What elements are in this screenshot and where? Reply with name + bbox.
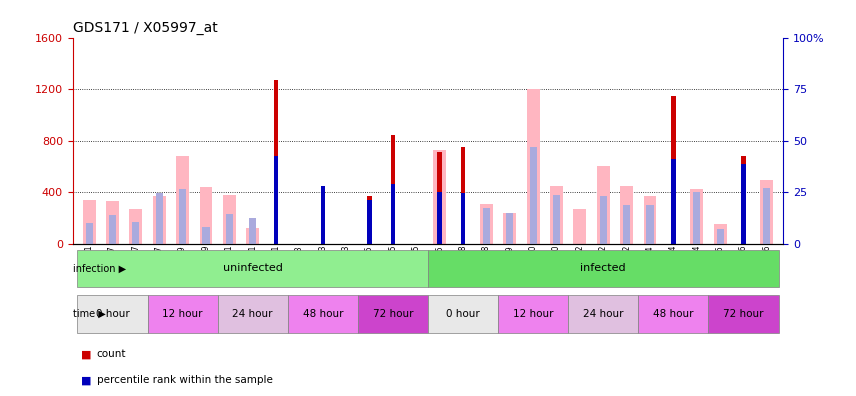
Bar (176, 156, 189, 244)
Bar (390, 184, 395, 244)
Text: ■: ■ (81, 375, 92, 385)
Bar (428, 295, 498, 333)
Bar (526, 89, 539, 244)
Bar (86, 223, 92, 244)
Bar (461, 193, 466, 244)
Bar (83, 200, 96, 244)
Text: ■: ■ (81, 349, 92, 360)
Bar (716, 229, 723, 244)
Text: infected: infected (580, 263, 626, 273)
Bar (639, 295, 709, 333)
Bar (498, 295, 568, 333)
Bar (597, 166, 609, 244)
Text: 0 hour: 0 hour (446, 309, 480, 319)
Bar (129, 209, 142, 244)
Bar (600, 196, 607, 244)
Text: time ▶: time ▶ (74, 309, 106, 319)
Bar (367, 200, 372, 244)
Bar (217, 295, 288, 333)
Bar (623, 205, 630, 244)
Bar (461, 147, 466, 244)
Text: 12 hour: 12 hour (513, 309, 554, 319)
Bar (671, 95, 675, 244)
Bar (646, 205, 654, 244)
Bar (760, 181, 773, 244)
Bar (553, 194, 560, 244)
Bar (644, 196, 657, 244)
Bar (693, 192, 700, 244)
Bar (109, 215, 116, 244)
Text: 12 hour: 12 hour (163, 309, 203, 319)
Bar (153, 196, 166, 244)
Bar (179, 189, 186, 244)
Bar (147, 295, 217, 333)
Bar (568, 295, 639, 333)
Bar (226, 214, 233, 244)
Text: count: count (97, 349, 126, 360)
Bar (390, 135, 395, 244)
Text: 48 hour: 48 hour (653, 309, 693, 319)
Text: GDS171 / X05997_at: GDS171 / X05997_at (73, 21, 217, 35)
Bar (709, 295, 779, 333)
Bar (574, 209, 586, 244)
Bar (249, 218, 256, 244)
Bar (671, 158, 675, 244)
Text: 48 hour: 48 hour (302, 309, 343, 319)
Bar (77, 249, 428, 287)
Bar (358, 295, 428, 333)
Bar (106, 201, 119, 244)
Text: percentile rank within the sample: percentile rank within the sample (97, 375, 272, 385)
Bar (741, 156, 746, 244)
Bar (274, 80, 278, 244)
Bar (437, 152, 442, 244)
Text: 24 hour: 24 hour (233, 309, 273, 319)
Text: uninfected: uninfected (223, 263, 282, 273)
Bar (367, 196, 372, 244)
Bar (480, 204, 493, 244)
Text: 72 hour: 72 hour (723, 309, 764, 319)
Text: 24 hour: 24 hour (583, 309, 623, 319)
Bar (77, 295, 147, 333)
Bar (764, 188, 770, 244)
Bar (321, 186, 325, 244)
Bar (156, 193, 163, 244)
Bar (133, 222, 140, 244)
Text: infection ▶: infection ▶ (74, 263, 127, 273)
Text: 72 hour: 72 hour (372, 309, 413, 319)
Bar (690, 189, 703, 244)
Bar (433, 150, 446, 244)
Bar (274, 156, 278, 244)
Bar (506, 213, 514, 244)
Text: 0 hour: 0 hour (96, 309, 129, 319)
Bar (288, 295, 358, 333)
Bar (223, 194, 235, 244)
Bar (714, 224, 727, 244)
Bar (530, 147, 537, 244)
Bar (437, 192, 442, 244)
Bar (428, 249, 779, 287)
Bar (621, 186, 633, 244)
Bar (199, 187, 212, 244)
Bar (483, 208, 490, 244)
Bar (741, 164, 746, 244)
Bar (202, 227, 210, 244)
Bar (247, 228, 259, 244)
Bar (550, 186, 563, 244)
Bar (503, 213, 516, 244)
